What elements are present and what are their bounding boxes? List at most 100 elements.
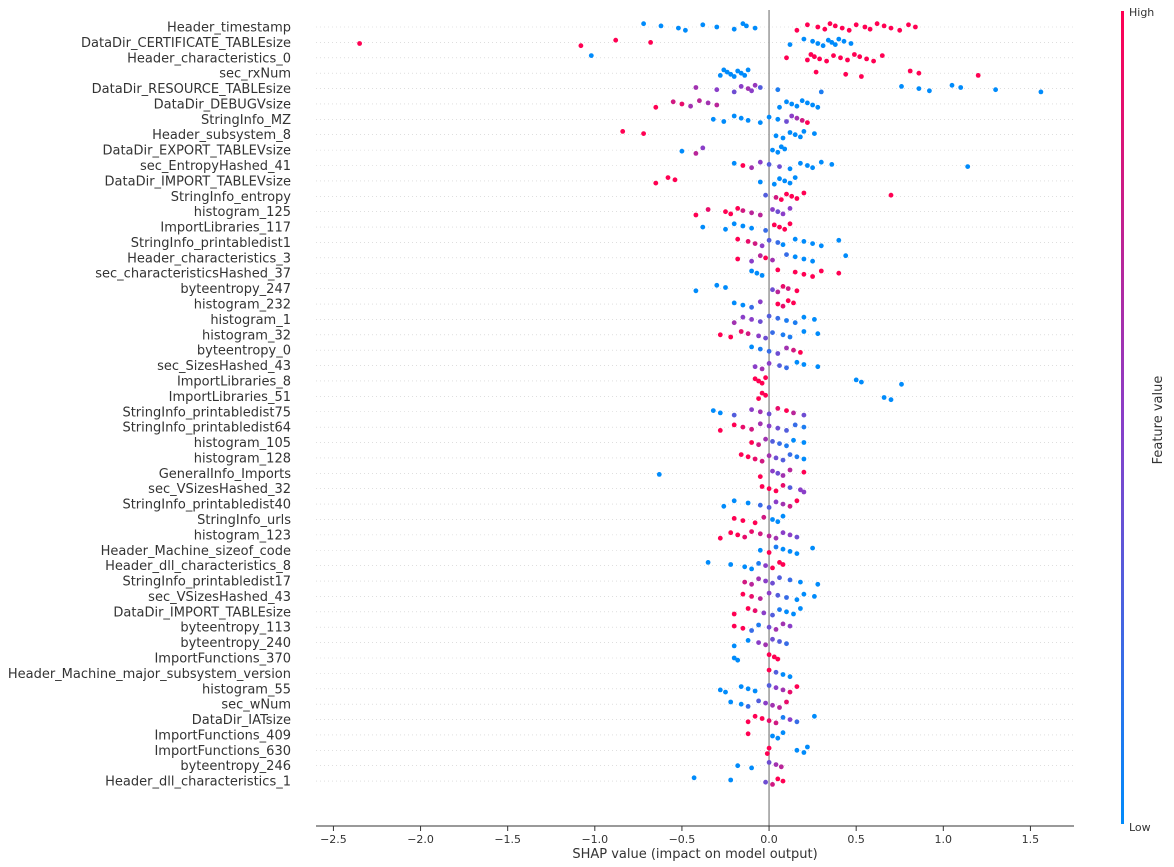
shap-point (805, 22, 810, 28)
x-axis-ticks: −2.5 −2.0 −1.5 −1.0 −0.5 0.0 0.5 1.0 1.5 (320, 826, 1039, 846)
shap-point (775, 267, 781, 273)
shap-point (798, 134, 803, 140)
shap-point (773, 535, 779, 541)
shap-point (714, 102, 720, 108)
shap-point (745, 704, 751, 709)
shap-point (780, 242, 786, 248)
shap-point (815, 331, 821, 337)
shap-point (766, 760, 772, 765)
shap-point (740, 208, 746, 214)
shap-point (357, 41, 362, 46)
shap-point (993, 87, 998, 93)
shap-point (784, 609, 789, 615)
shap-point (766, 745, 772, 751)
shap-point (731, 113, 737, 119)
shap-point (672, 177, 678, 183)
feature-label: Header_dll_characteristics_8 (105, 559, 291, 574)
shap-point (805, 120, 810, 125)
shap-point (780, 546, 786, 552)
feature-label: histogram_125 (194, 205, 291, 220)
shap-point (745, 67, 751, 73)
shap-point (759, 458, 765, 464)
feature-label: DataDir_DEBUGVsize (154, 97, 291, 112)
shap-point (749, 165, 754, 171)
shap-point (801, 239, 807, 244)
shap-point (749, 268, 754, 274)
shap-point (763, 563, 768, 568)
shap-point (700, 145, 706, 151)
shap-point (763, 335, 768, 341)
shap-point (780, 672, 786, 677)
shap-point (728, 562, 734, 567)
shap-point (787, 467, 793, 473)
shap-point (815, 41, 821, 46)
shap-point (799, 98, 805, 104)
shap-point (836, 36, 842, 42)
feature-label: Header_dll_characteristics_1 (105, 775, 291, 790)
shap-point (745, 686, 751, 692)
shap-point (731, 412, 737, 418)
shap-point (787, 166, 793, 172)
shap-point (756, 622, 761, 628)
shap-point (798, 487, 803, 493)
shap-point (812, 713, 817, 719)
shap-point (792, 320, 798, 326)
shap-point (798, 579, 803, 585)
shap-point (731, 516, 737, 521)
shap-point (757, 179, 763, 185)
shap-point (794, 103, 800, 109)
shap-point (757, 474, 763, 479)
feature-label: sec_wNum (221, 698, 291, 713)
x-tick-label: −1.0 (581, 833, 608, 846)
shap-point (836, 237, 842, 243)
shap-point (791, 300, 796, 306)
shap-point (757, 531, 763, 537)
feature-rows: Header_timestampDataDir_CERTIFICATE_TABL… (8, 21, 1074, 790)
shap-point (749, 304, 754, 310)
shap-point (740, 424, 746, 430)
shap-point (752, 376, 758, 382)
shap-point (824, 58, 829, 64)
shap-point (717, 687, 723, 693)
feature-label: sec_characteristicsHashed_37 (95, 267, 291, 282)
shap-point (773, 133, 779, 139)
shap-point (665, 175, 671, 181)
colorbar-title: Feature value (1151, 376, 1166, 465)
shap-point (794, 747, 800, 753)
shap-point (794, 498, 800, 504)
shap-point (740, 223, 746, 229)
shap-point (787, 623, 793, 629)
feature-label: histogram_123 (194, 528, 291, 543)
shap-point (794, 359, 800, 365)
shap-point (770, 147, 775, 153)
shap-point (801, 469, 807, 475)
shap-point (761, 610, 767, 616)
shap-point (867, 26, 873, 32)
shap-point (775, 149, 781, 155)
shap-point (801, 412, 807, 418)
shap-point (773, 455, 779, 461)
shap-point (791, 410, 796, 416)
shap-point (775, 519, 781, 525)
shap-point (958, 85, 964, 90)
shap-point (757, 547, 763, 553)
shap-point (683, 27, 688, 33)
shap-point (808, 52, 814, 57)
shap-point (613, 37, 619, 43)
shap-point (742, 534, 748, 540)
shap-point (785, 286, 791, 291)
shap-point (794, 196, 800, 201)
feature-label: StringInfo_printabledist17 (122, 575, 291, 590)
feature-label: GeneralInfo_Imports (159, 467, 291, 482)
shap-point (766, 411, 772, 417)
shap-point (752, 608, 758, 614)
shap-point (710, 408, 716, 413)
x-tick-label: −2.5 (320, 833, 347, 846)
shap-point (822, 26, 828, 32)
shap-point (787, 532, 793, 538)
shap-point (775, 592, 781, 598)
shap-point (775, 470, 781, 476)
shap-point (780, 730, 786, 736)
shap-point (749, 594, 754, 599)
shap-point (728, 334, 734, 340)
